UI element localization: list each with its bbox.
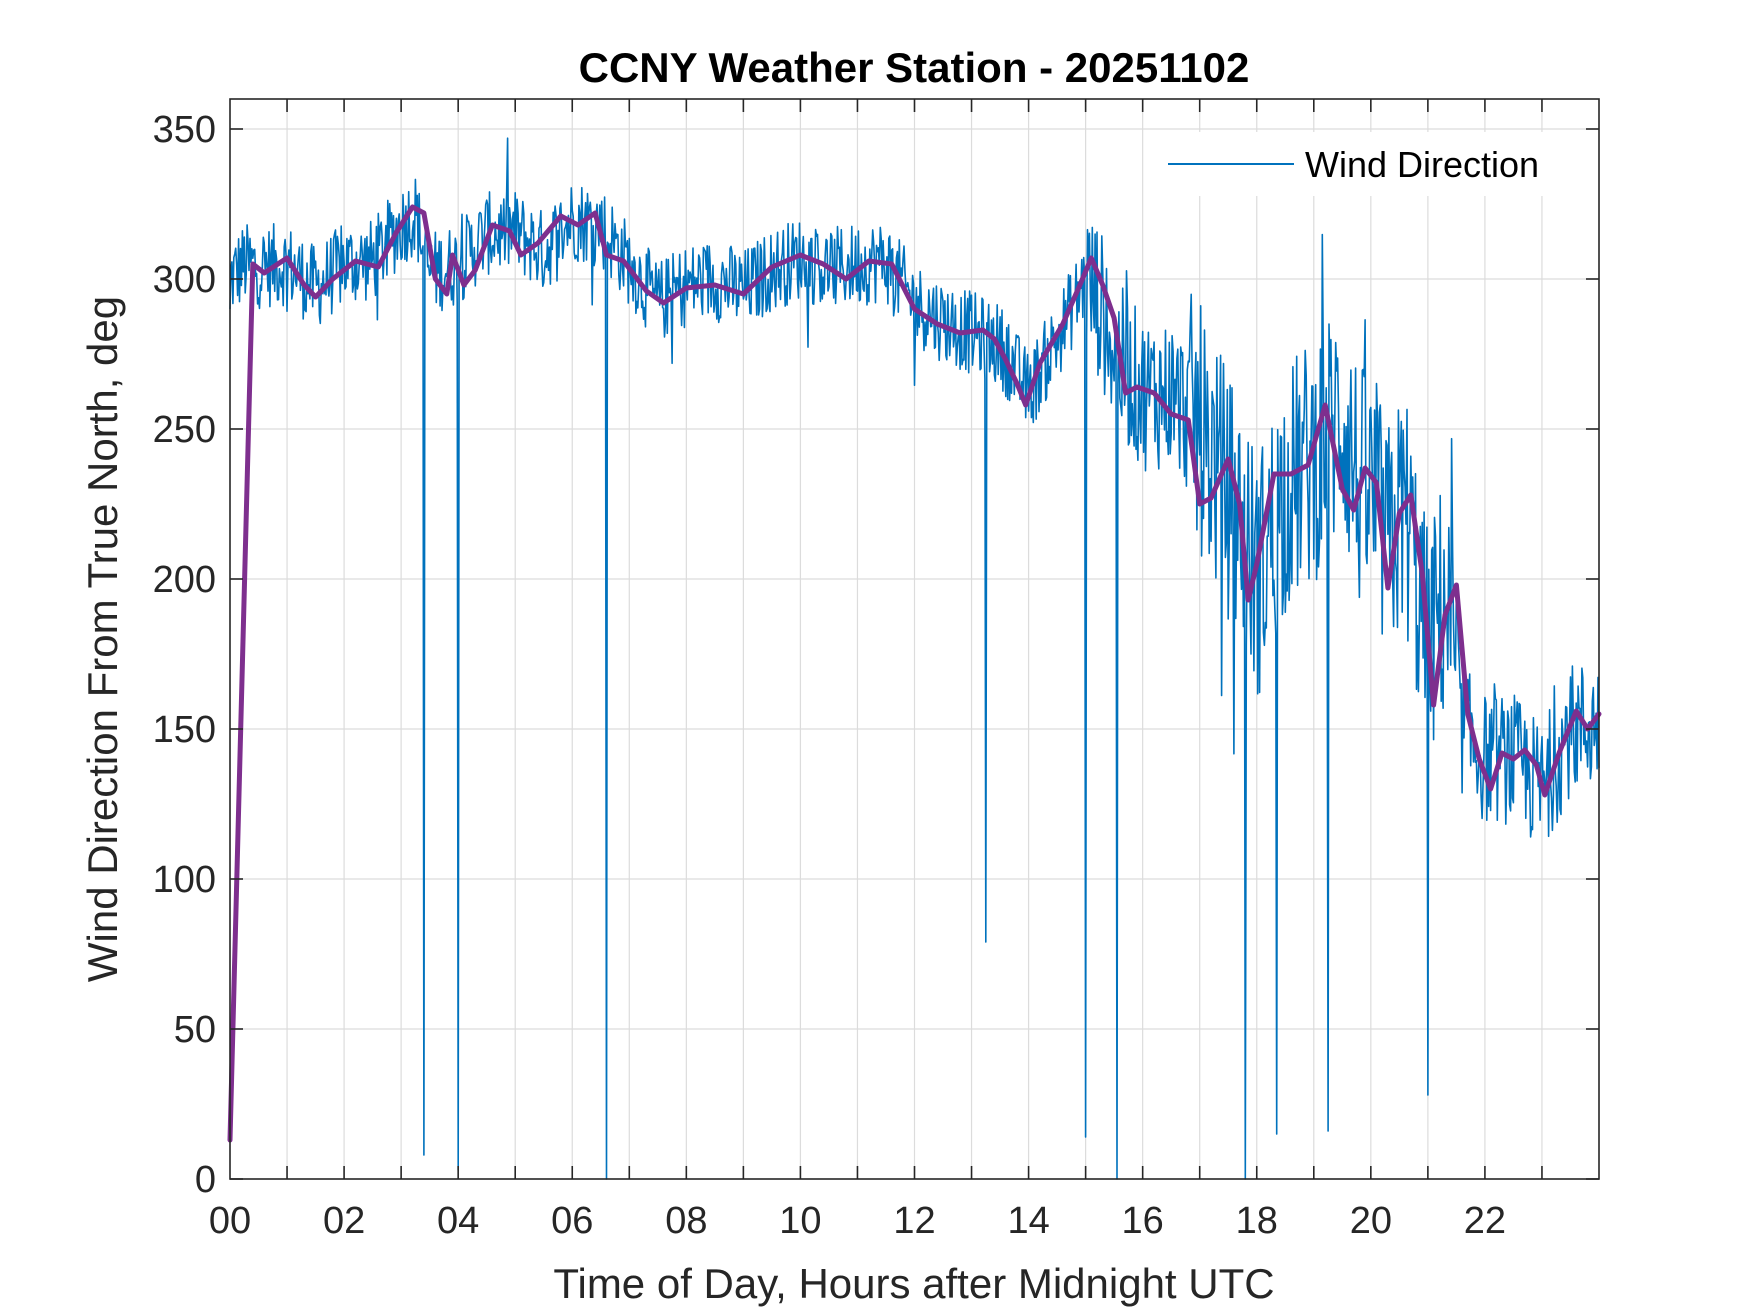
tick-labels: 00 02 04 06 08 10 12 14 16 18 20 22 0 50 100 150 200 250 3… bbox=[153, 109, 1506, 1242]
x-tick-label: 08 bbox=[665, 1200, 707, 1242]
x-axis-label: Time of Day, Hours after Midnight UTC bbox=[553, 1260, 1274, 1307]
x-tick-label: 06 bbox=[551, 1200, 593, 1242]
x-tick-label: 10 bbox=[779, 1200, 821, 1242]
x-tick-label: 22 bbox=[1464, 1200, 1506, 1242]
grid-lines bbox=[230, 99, 1599, 1179]
y-tick-label: 100 bbox=[153, 859, 216, 901]
x-tick-label: 00 bbox=[209, 1200, 251, 1242]
x-tick-label: 16 bbox=[1122, 1200, 1164, 1242]
legend-label-wind-direction: Wind Direction bbox=[1305, 144, 1539, 185]
y-tick-label: 250 bbox=[153, 409, 216, 451]
x-tick-label: 02 bbox=[323, 1200, 365, 1242]
y-tick-label: 300 bbox=[153, 259, 216, 301]
x-tick-label: 12 bbox=[893, 1200, 935, 1242]
y-tick-label: 0 bbox=[195, 1159, 216, 1201]
legend: Wind Direction bbox=[1150, 132, 1560, 196]
y-tick-label: 150 bbox=[153, 709, 216, 751]
x-tick-label: 14 bbox=[1007, 1200, 1049, 1242]
y-tick-label: 50 bbox=[174, 1009, 216, 1051]
x-tick-label: 04 bbox=[437, 1200, 479, 1242]
tick-marks bbox=[230, 99, 1599, 1180]
x-tick-label: 18 bbox=[1236, 1200, 1278, 1242]
y-tick-label: 200 bbox=[153, 559, 216, 601]
y-tick-label: 350 bbox=[153, 109, 216, 151]
y-axis-label: Wind Direction From True North, deg bbox=[79, 296, 126, 982]
x-tick-label: 20 bbox=[1350, 1200, 1392, 1242]
moving-average-line bbox=[227, 204, 1602, 1143]
chart-title: CCNY Weather Station - 20251102 bbox=[579, 44, 1250, 91]
